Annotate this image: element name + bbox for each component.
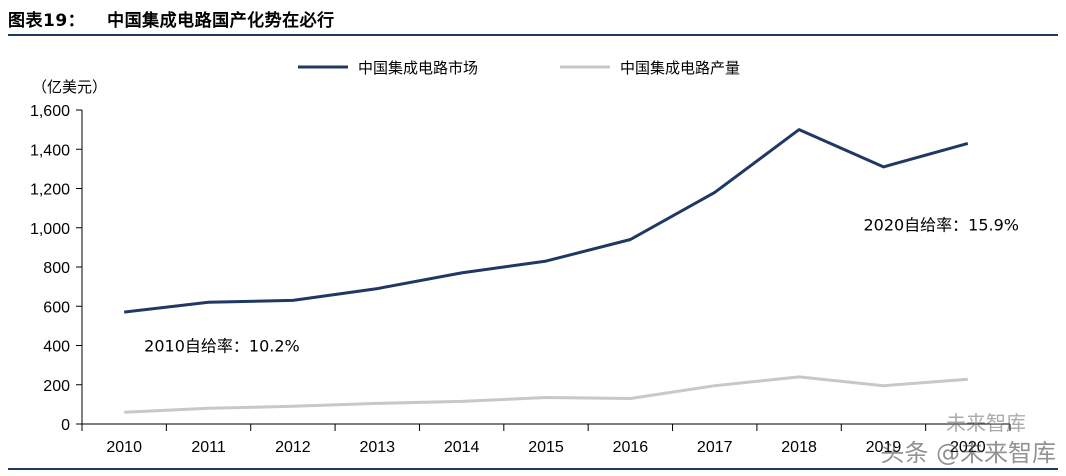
legend-label-market: 中国集成电路市场 — [358, 59, 478, 77]
x-tick-label: 2015 — [528, 439, 564, 456]
y-tick-label: 200 — [43, 378, 70, 395]
x-tick-label: 2019 — [866, 439, 902, 456]
annotation-1: 2010自给率：10.2% — [144, 336, 300, 355]
figure-title: 中国集成电路国产化势在必行 — [107, 11, 335, 31]
figure-number: 图表19： — [8, 11, 86, 31]
x-tick-label: 2013 — [359, 439, 395, 456]
watermark: 未来智库 头条 @未来智库 — [880, 411, 1056, 468]
x-tick-label: 2014 — [444, 439, 480, 456]
legend: 中国集成电路市场 中国集成电路产量 — [298, 59, 740, 77]
header-divider — [8, 34, 1058, 36]
y-tick-label: 1,000 — [30, 221, 70, 238]
x-tick-label: 2017 — [697, 439, 733, 456]
y-tick-label: 1,200 — [30, 182, 70, 199]
y-tick-label: 1,400 — [30, 142, 70, 159]
x-tick-label: 2016 — [613, 439, 649, 456]
x-axis: 2010 2011 2012 2013 2014 2015 2016 2017 2018 2019… — [81, 423, 1011, 456]
annotation-2: 2020自给率：15.9% — [863, 216, 1019, 235]
footer-divider — [8, 468, 1058, 470]
series-line-output — [124, 375, 968, 414]
y-tick-label: 800 — [43, 260, 70, 277]
y-tick-label: 1,600 — [30, 103, 70, 120]
x-tick-label: 2012 — [275, 439, 311, 456]
watermark-bottom: 头条 @未来智库 — [880, 439, 1056, 467]
x-tick-label: 2010 — [106, 439, 142, 456]
x-tick-label: 2018 — [781, 439, 817, 456]
y-tick-label: 600 — [43, 299, 70, 316]
y-tick-label: 400 — [43, 339, 70, 356]
x-tick-label: 2011 — [191, 439, 226, 456]
legend-label-output: 中国集成电路产量 — [620, 59, 740, 77]
series-line-market — [124, 128, 969, 314]
y-axis: 0 200 400 600 800 1,000 1,200 1,400 1,600 — [30, 103, 83, 434]
figure-header: 图表19： 中国集成电路国产化势在必行 — [8, 6, 335, 31]
series-lines — [124, 128, 969, 414]
watermark-top: 未来智库 — [946, 411, 1026, 435]
y-axis-unit-label: （亿美元） — [32, 78, 107, 96]
y-tick-label: 0 — [61, 417, 70, 434]
x-tick-label: 2020 — [950, 439, 986, 456]
annotations: 2010自给率：10.2% 2020自给率：15.9% — [144, 216, 1019, 356]
